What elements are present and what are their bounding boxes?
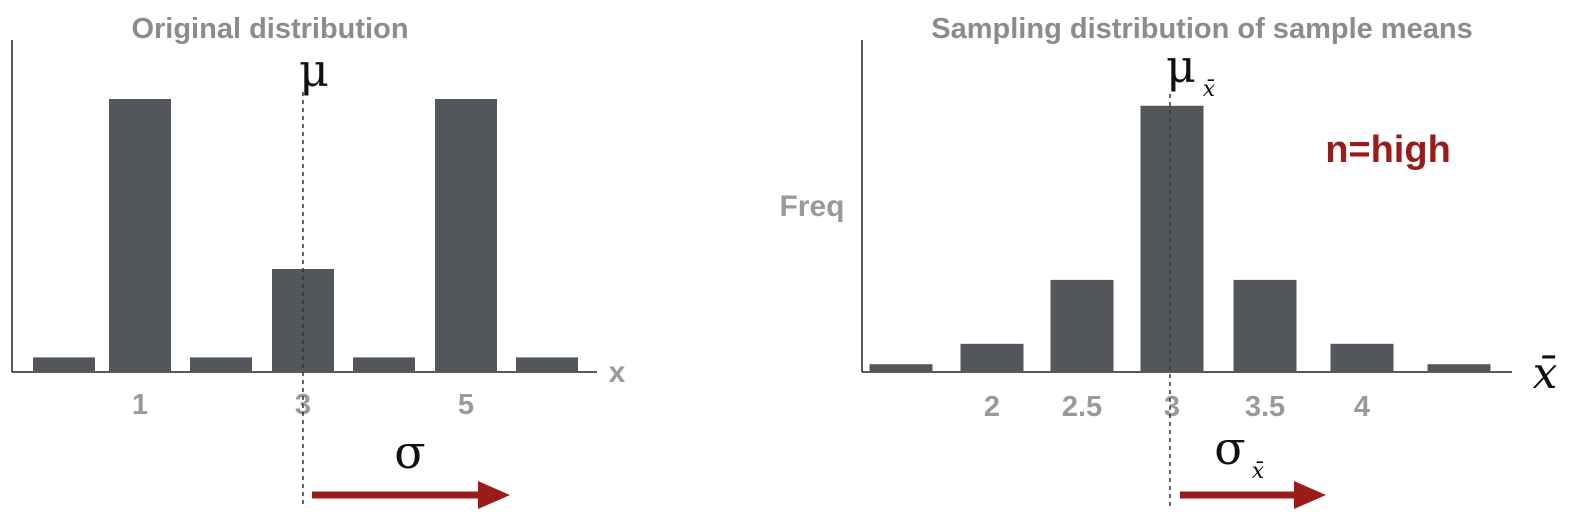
- x-tick-label: 3: [1164, 391, 1180, 423]
- bar: [1330, 343, 1394, 371]
- bar: [1427, 364, 1491, 371]
- chart-title: Original distribution: [131, 13, 408, 45]
- bar: [1050, 279, 1114, 371]
- x-axis-label: x̄: [1533, 348, 1558, 399]
- bar: [33, 357, 95, 371]
- bar: [190, 357, 252, 371]
- sampling-distribution-chart: Sampling distribution of sample means Fr…: [779, 13, 1558, 509]
- chart-title: Sampling distribution of sample means: [931, 13, 1472, 45]
- x-tick-label: 2: [984, 391, 1000, 423]
- bar: [869, 364, 933, 371]
- mu-subscript: x̄: [1203, 77, 1216, 102]
- bar: [960, 343, 1024, 371]
- x-tick-label: 5: [458, 389, 474, 421]
- sigma-glyph: σ: [1214, 421, 1245, 475]
- bar-group: [33, 99, 578, 371]
- x-tick-label: 4: [1354, 391, 1370, 423]
- bar: [435, 99, 497, 371]
- sigma-symbol: σ x̄: [1214, 421, 1264, 484]
- bar: [1233, 279, 1297, 371]
- sigma-arrow: [1180, 481, 1326, 509]
- bar: [109, 99, 171, 371]
- x-bar-symbol: x̄: [1533, 348, 1558, 399]
- bar: [353, 357, 415, 371]
- tick-label-group: 2 2.5 3 3.5 4: [984, 391, 1370, 423]
- y-axis-label: Freq: [779, 190, 844, 223]
- mean-symbol: μ x̄: [1166, 39, 1216, 102]
- x-axis-label: x: [609, 356, 626, 389]
- bar: [516, 357, 578, 371]
- x-tick-label: 3.5: [1245, 391, 1285, 423]
- sigma-arrow: [312, 481, 510, 509]
- sigma-subscript: x̄: [1252, 459, 1265, 484]
- bar-group: [869, 105, 1491, 372]
- x-tick-label: 2.5: [1062, 391, 1102, 423]
- sigma-symbol: σ: [394, 425, 425, 479]
- x-tick-label: 1: [132, 389, 148, 421]
- mu-symbol: μ: [1166, 39, 1196, 93]
- sample-size-annotation: n=high: [1325, 129, 1451, 171]
- bar: [1140, 105, 1204, 372]
- mean-symbol: μ: [299, 43, 329, 97]
